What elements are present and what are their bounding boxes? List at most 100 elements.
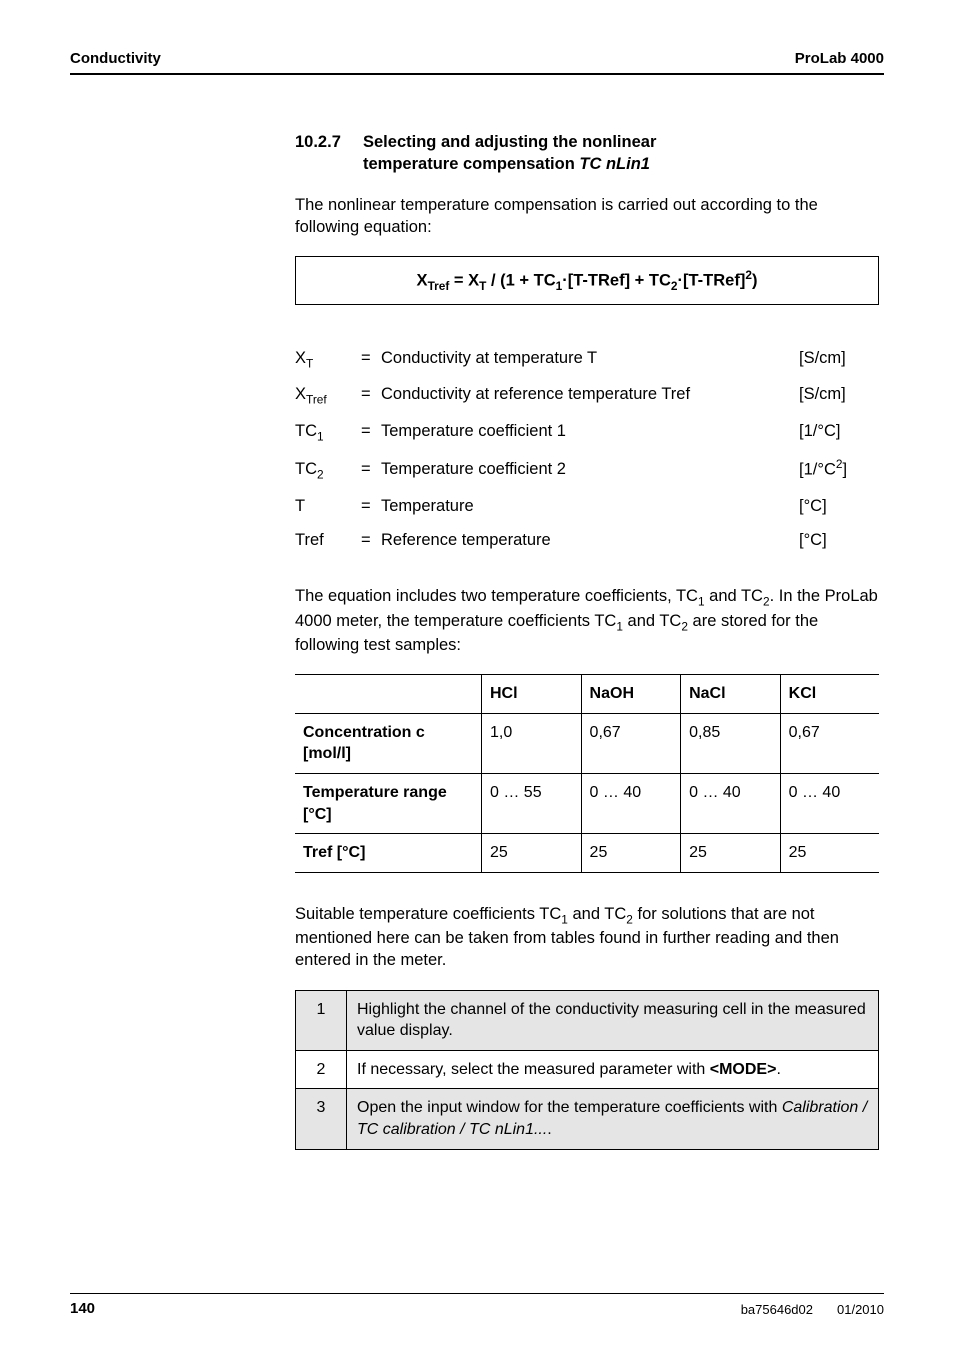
- var-row: TC1 = Temperature coefficient 1 [1/°C]: [295, 414, 879, 450]
- var-row: TC2 = Temperature coefficient 2 [1/°C2]: [295, 450, 879, 489]
- var-row: XTref = Conductivity at reference temper…: [295, 377, 879, 413]
- cp-s1: 1: [698, 595, 705, 609]
- sp-s2: 2: [626, 912, 633, 926]
- footer-date: 01/2010: [837, 1302, 884, 1317]
- coef-paragraph: The equation includes two temperature co…: [295, 585, 879, 656]
- cp-s4: 2: [681, 619, 688, 633]
- step2-post: .: [776, 1061, 780, 1078]
- cell: 0 … 40: [681, 773, 781, 833]
- th-blank: [295, 675, 482, 714]
- header-left: Conductivity: [70, 50, 161, 67]
- cp-1: The equation includes two temperature co…: [295, 587, 698, 605]
- equals-sign: =: [361, 495, 381, 517]
- section-title-line2a: temperature compensation: [363, 155, 579, 173]
- cell: 0 … 55: [482, 773, 582, 833]
- step-number: 1: [296, 990, 347, 1050]
- sp-2: and TC: [568, 905, 626, 923]
- step-text: If necessary, select the measured parame…: [347, 1050, 879, 1089]
- equals-sign: =: [361, 347, 381, 369]
- var-symbol: XT: [295, 347, 361, 371]
- section-title-line2b: TC nLin1: [579, 155, 650, 173]
- section-title-line1: Selecting and adjusting the nonlinear: [363, 133, 656, 151]
- eq-pre: X: [417, 272, 428, 290]
- var-symbol: T: [295, 495, 361, 517]
- cp-s2: 2: [763, 595, 770, 609]
- step-number: 3: [296, 1089, 347, 1149]
- var-row: XT = Conductivity at temperature T [S/cm…: [295, 341, 879, 377]
- step3-post: .: [547, 1121, 551, 1138]
- cell: 0,67: [780, 713, 879, 773]
- cell: 1,0: [482, 713, 582, 773]
- row-label: Temperature range[°C]: [295, 773, 482, 833]
- sp-s1: 1: [561, 912, 568, 926]
- var-desc: Conductivity at temperature T: [381, 347, 799, 369]
- cell: 0 … 40: [780, 773, 879, 833]
- body-column: 10.2.7 Selecting and adjusting the nonli…: [295, 75, 879, 1273]
- var-desc: Temperature coefficient 2: [381, 458, 799, 480]
- var-row: Tref = Reference temperature [°C]: [295, 523, 879, 557]
- th-nacl: NaCl: [681, 675, 781, 714]
- var-unit: [°C]: [799, 529, 879, 551]
- eq-end: ): [752, 272, 758, 290]
- cell: 25: [780, 834, 879, 873]
- equation-box: XTref = XT / (1 + TC1·[T-TRef] + TC2·[T-…: [295, 256, 879, 305]
- variable-list: XT = Conductivity at temperature T [S/cm…: [295, 341, 879, 557]
- equals-sign: =: [361, 458, 381, 480]
- header-right: ProLab 4000: [795, 50, 884, 67]
- cell: 0,67: [581, 713, 681, 773]
- section-heading: 10.2.7 Selecting and adjusting the nonli…: [295, 131, 879, 176]
- cell: 25: [581, 834, 681, 873]
- steps-table: 1 Highlight the channel of the conductiv…: [295, 990, 879, 1150]
- var-desc: Temperature: [381, 495, 799, 517]
- equals-sign: =: [361, 529, 381, 551]
- sp-1: Suitable temperature coefficients TC: [295, 905, 561, 923]
- eq-m3-sub: 2: [671, 279, 678, 293]
- eq-m4-sup: 2: [745, 268, 752, 282]
- cell: 25: [482, 834, 582, 873]
- var-desc: Reference temperature: [381, 529, 799, 551]
- page-header: Conductivity ProLab 4000: [70, 50, 884, 75]
- table-header-row: HCl NaOH NaCl KCl: [295, 675, 879, 714]
- var-symbol: TC2: [295, 458, 361, 482]
- eq-m3: ·[T-TRef] + TC: [562, 272, 671, 290]
- var-symbol: XTref: [295, 383, 361, 407]
- table-row: Tref [°C] 25 25 25 25: [295, 834, 879, 873]
- th-kcl: KCl: [780, 675, 879, 714]
- section-title: Selecting and adjusting the nonlinear te…: [363, 131, 879, 176]
- var-unit: [°C]: [799, 495, 879, 517]
- step-text: Highlight the channel of the conductivit…: [347, 990, 879, 1050]
- var-unit: [S/cm]: [799, 347, 879, 369]
- cell: 0 … 40: [581, 773, 681, 833]
- step-row: 3 Open the input window for the temperat…: [296, 1089, 879, 1149]
- eq-m4: ·[T-TRef]: [678, 272, 746, 290]
- var-desc: Conductivity at reference temperature Tr…: [381, 383, 799, 405]
- step2-pre: If necessary, select the measured parame…: [357, 1061, 710, 1078]
- step2-bold: <MODE>: [710, 1061, 777, 1078]
- eq-pre-sub: Tref: [428, 279, 450, 293]
- step3-pre: Open the input window for the temperatur…: [357, 1099, 782, 1116]
- step-row: 1 Highlight the channel of the conductiv…: [296, 990, 879, 1050]
- row-label: Tref [°C]: [295, 834, 482, 873]
- eq-m2: / (1 + TC: [486, 272, 555, 290]
- eq-m1: = X: [449, 272, 479, 290]
- step-number: 2: [296, 1050, 347, 1089]
- row-label: Concentration c[mol/l]: [295, 713, 482, 773]
- table-row: Temperature range[°C] 0 … 55 0 … 40 0 … …: [295, 773, 879, 833]
- coefficient-table: HCl NaOH NaCl KCl Concentration c[mol/l]…: [295, 674, 879, 873]
- equals-sign: =: [361, 383, 381, 405]
- cp-2: and TC: [705, 587, 763, 605]
- table-row: Concentration c[mol/l] 1,0 0,67 0,85 0,6…: [295, 713, 879, 773]
- intro-paragraph: The nonlinear temperature compensation i…: [295, 194, 879, 239]
- page-footer: 140 ba75646d0201/2010: [70, 1293, 884, 1317]
- cell: 25: [681, 834, 781, 873]
- var-unit: [1/°C]: [799, 420, 879, 442]
- step-row: 2 If necessary, select the measured para…: [296, 1050, 879, 1089]
- footer-doc: ba75646d02: [741, 1302, 813, 1317]
- footer-right: ba75646d02 01/2010: [717, 1302, 884, 1317]
- var-desc: Temperature coefficient 1: [381, 420, 799, 442]
- var-row: T = Temperature [°C]: [295, 489, 879, 523]
- cp-4: and TC: [623, 612, 681, 630]
- step-text: Open the input window for the temperatur…: [347, 1089, 879, 1149]
- th-hcl: HCl: [482, 675, 582, 714]
- var-unit: [S/cm]: [799, 383, 879, 405]
